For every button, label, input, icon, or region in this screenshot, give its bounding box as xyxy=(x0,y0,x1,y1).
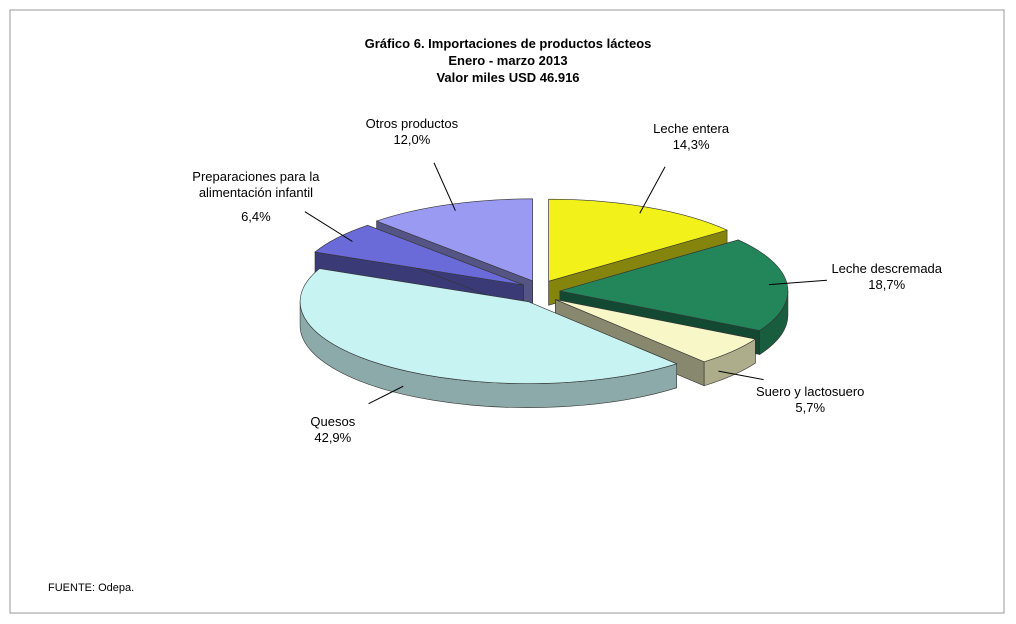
slice-value-label: 6,4% xyxy=(241,208,271,224)
slice-value-label: 5,7% xyxy=(795,400,826,416)
chart-title: Gráfico 6. Importaciones de productos lá… xyxy=(364,36,652,51)
slice-label: Preparaciones para la alimentación infan… xyxy=(192,168,320,200)
slice-top xyxy=(559,239,789,331)
slice-top xyxy=(548,198,728,282)
leader-line xyxy=(768,279,828,286)
slice-label: Leche descremada xyxy=(831,261,943,277)
slice-value-label: 42,9% xyxy=(314,430,352,446)
leader-line xyxy=(718,370,764,381)
leader-line xyxy=(304,211,353,242)
leader-line xyxy=(639,166,666,214)
slice-label: Leche entera xyxy=(653,121,730,137)
slice-top xyxy=(555,299,757,363)
slice-label: Suero y lactosuero xyxy=(756,384,865,400)
slice-value-label: 12,0% xyxy=(393,132,431,148)
slice-top xyxy=(375,198,533,282)
leader-line xyxy=(433,162,456,211)
slice-label: Quesos xyxy=(310,414,356,430)
source: FUENTE: Odepa. xyxy=(48,582,135,594)
chart-subtitle: Valor miles USD 46.916 xyxy=(436,70,580,85)
slice-value-label: 14,3% xyxy=(672,137,710,153)
slice-top xyxy=(314,224,524,286)
leader-line xyxy=(368,385,404,405)
slice-label: Otros productos xyxy=(365,116,459,132)
slice-top xyxy=(299,268,678,384)
slice-value-label: 18,7% xyxy=(868,277,906,293)
pie-slice xyxy=(299,268,678,408)
chart-subtitle: Enero - marzo 2013 xyxy=(448,53,568,68)
